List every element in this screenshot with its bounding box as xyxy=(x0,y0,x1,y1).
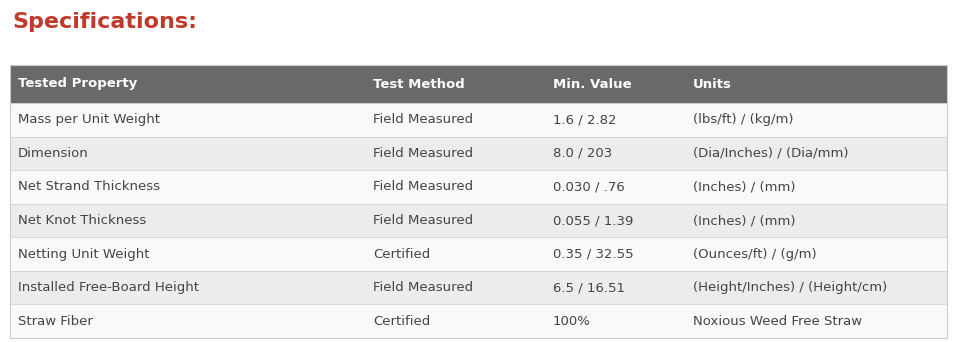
Bar xyxy=(10,136,947,170)
Text: Straw Fiber: Straw Fiber xyxy=(18,315,93,328)
Text: Min. Value: Min. Value xyxy=(553,78,632,91)
Bar xyxy=(10,271,947,304)
Text: (Inches) / (mm): (Inches) / (mm) xyxy=(693,181,795,194)
Text: 8.0 / 203: 8.0 / 203 xyxy=(553,147,612,160)
Text: Field Measured: Field Measured xyxy=(373,214,473,227)
Text: Field Measured: Field Measured xyxy=(373,113,473,126)
Text: 0.055 / 1.39: 0.055 / 1.39 xyxy=(553,214,634,227)
Text: Tested Property: Tested Property xyxy=(18,78,137,91)
Bar xyxy=(10,65,947,103)
Text: Certified: Certified xyxy=(373,315,431,328)
Text: Net Knot Thickness: Net Knot Thickness xyxy=(18,214,146,227)
Text: Field Measured: Field Measured xyxy=(373,281,473,294)
Bar xyxy=(10,170,947,204)
Bar xyxy=(10,304,947,338)
Text: Installed Free-Board Height: Installed Free-Board Height xyxy=(18,281,199,294)
Text: Field Measured: Field Measured xyxy=(373,181,473,194)
Text: Dimension: Dimension xyxy=(18,147,89,160)
Text: (Height/Inches) / (Height/cm): (Height/Inches) / (Height/cm) xyxy=(693,281,887,294)
Text: Net Strand Thickness: Net Strand Thickness xyxy=(18,181,160,194)
Text: 0.35 / 32.55: 0.35 / 32.55 xyxy=(553,248,634,261)
Text: 0.030 / .76: 0.030 / .76 xyxy=(553,181,625,194)
Bar xyxy=(10,65,947,338)
Text: Netting Unit Weight: Netting Unit Weight xyxy=(18,248,149,261)
Text: 1.6 / 2.82: 1.6 / 2.82 xyxy=(553,113,616,126)
Text: (lbs/ft) / (kg/m): (lbs/ft) / (kg/m) xyxy=(693,113,793,126)
Text: Certified: Certified xyxy=(373,248,431,261)
Text: 100%: 100% xyxy=(553,315,590,328)
Text: (Dia/Inches) / (Dia/mm): (Dia/Inches) / (Dia/mm) xyxy=(693,147,849,160)
Text: Specifications:: Specifications: xyxy=(12,12,197,32)
Text: (Ounces/ft) / (g/m): (Ounces/ft) / (g/m) xyxy=(693,248,816,261)
Text: Mass per Unit Weight: Mass per Unit Weight xyxy=(18,113,160,126)
Text: Field Measured: Field Measured xyxy=(373,147,473,160)
Bar xyxy=(10,204,947,237)
Text: Units: Units xyxy=(693,78,732,91)
Text: (Inches) / (mm): (Inches) / (mm) xyxy=(693,214,795,227)
Text: Test Method: Test Method xyxy=(373,78,465,91)
Bar xyxy=(10,237,947,271)
Text: 6.5 / 16.51: 6.5 / 16.51 xyxy=(553,281,625,294)
Text: Noxious Weed Free Straw: Noxious Weed Free Straw xyxy=(693,315,862,328)
Bar xyxy=(10,103,947,136)
